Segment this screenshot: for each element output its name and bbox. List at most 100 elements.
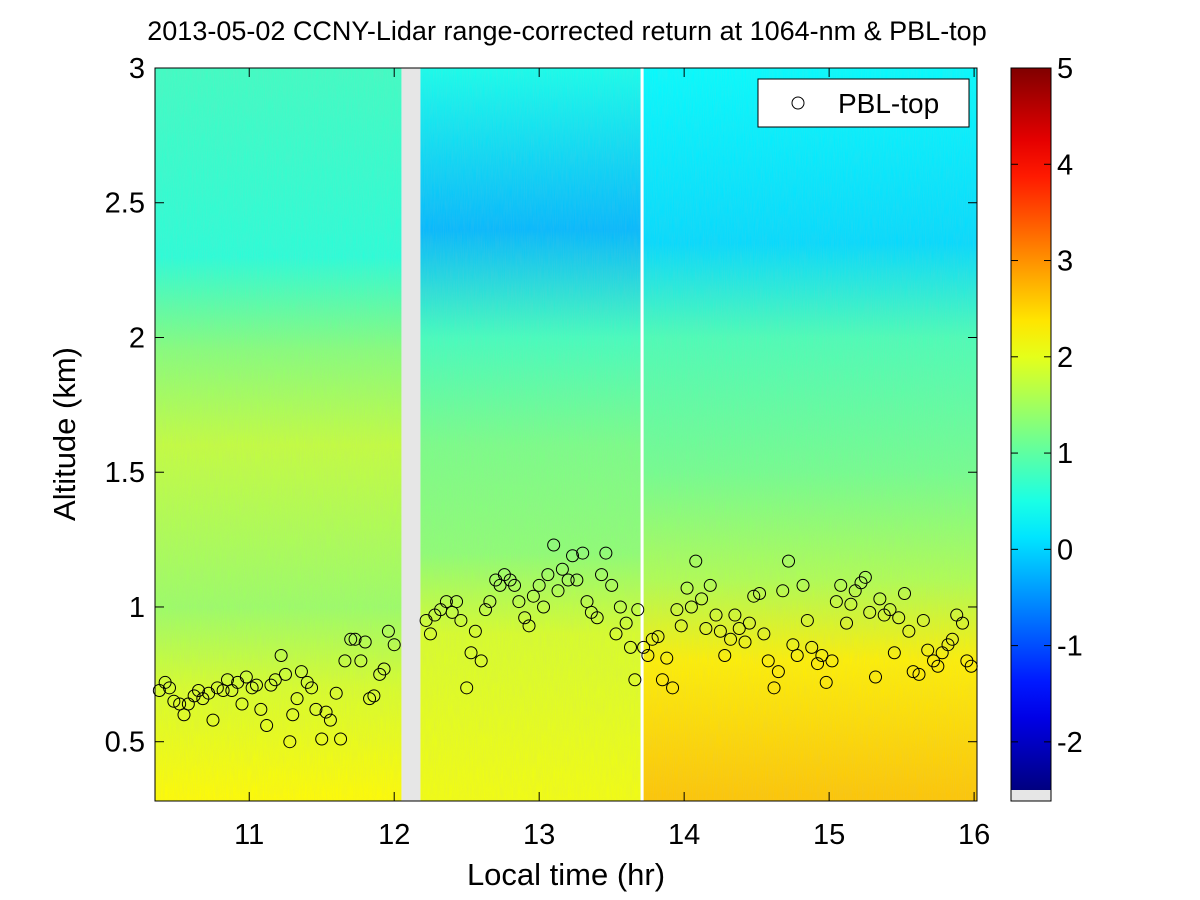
pbl-top-point <box>358 635 372 649</box>
colorbar: -2 -1 0 1 2 3 4 5 <box>1010 53 1083 802</box>
colorbar-frame <box>1010 67 1052 802</box>
colorbar-tick-label: 4 <box>1057 149 1073 181</box>
pbl-top-point <box>561 573 575 587</box>
pbl-top-point <box>595 568 609 582</box>
pbl-top-point <box>840 616 854 630</box>
legend-marker <box>791 96 805 110</box>
pbl-top-point <box>724 632 738 646</box>
pbl-top-point <box>869 670 883 684</box>
pbl-top-point <box>283 735 297 749</box>
pbl-top-point <box>892 611 906 625</box>
pbl-top-point <box>566 549 580 563</box>
pbl-top-point <box>757 627 771 641</box>
pbl-top-point <box>753 586 767 600</box>
pbl-top-point <box>305 681 319 695</box>
pbl-top-point <box>873 592 887 606</box>
pbl-top-point <box>245 681 259 695</box>
pbl-top-point <box>800 613 814 627</box>
colorbar-tick-label: 1 <box>1057 438 1073 470</box>
pbl-top-point <box>713 624 727 638</box>
pbl-top-point <box>825 654 839 668</box>
x-tick-label: 15 <box>813 819 845 851</box>
noise-texture <box>155 68 977 801</box>
pbl-top-point <box>570 573 584 587</box>
data-gap <box>640 68 644 801</box>
legend: PBL-top <box>757 78 970 128</box>
pbl-top-point <box>512 595 526 609</box>
pbl-top-point <box>641 648 655 662</box>
pbl-top-point <box>906 665 920 679</box>
pbl-top-point <box>319 705 333 719</box>
pbl-top-point <box>613 600 627 614</box>
pbl-top-point <box>254 702 268 716</box>
plot-area <box>155 68 977 801</box>
pbl-top-point <box>655 673 669 687</box>
pbl-top-point <box>645 632 659 646</box>
colorbar-tick-label: 3 <box>1057 246 1073 278</box>
pbl-top-point <box>315 732 329 746</box>
pbl-top-point <box>532 578 546 592</box>
pbl-top-point <box>776 584 790 598</box>
pbl-top-point <box>651 630 665 644</box>
y-tick-label: 3 <box>129 53 145 85</box>
x-tick-label: 12 <box>378 819 410 851</box>
pbl-top-markers <box>152 538 978 749</box>
pbl-top-point <box>945 632 959 646</box>
pbl-top-point <box>162 681 176 695</box>
pbl-top-point <box>628 673 642 687</box>
pbl-top-point <box>956 616 970 630</box>
pbl-top-point <box>829 595 843 609</box>
pbl-top-point <box>624 640 638 654</box>
pbl-top-point <box>680 581 694 595</box>
pbl-top-point <box>931 659 945 673</box>
data-gap <box>401 68 421 801</box>
pbl-top-point <box>819 675 833 689</box>
pbl-top-point <box>747 589 761 603</box>
pbl-top-point <box>439 595 453 609</box>
pbl-top-point <box>796 578 810 592</box>
pbl-top-point <box>286 708 300 722</box>
pbl-top-point <box>902 624 916 638</box>
pbl-top-point <box>167 694 181 708</box>
pbl-top-point <box>912 667 926 681</box>
pbl-top-point <box>260 719 274 733</box>
legend-label: PBL-top <box>838 88 939 119</box>
pbl-top-point <box>537 600 551 614</box>
pbl-top-point <box>699 622 713 636</box>
pbl-top-point <box>605 578 619 592</box>
pbl-top-point <box>695 592 709 606</box>
pbl-top-point <box>526 589 540 603</box>
pbl-top-point <box>363 692 377 706</box>
pbl-top-point <box>782 554 796 568</box>
pbl-top-point <box>703 578 717 592</box>
pbl-top-point <box>863 605 877 619</box>
chart-title: 2013-05-02 CCNY-Lidar range-corrected re… <box>147 16 986 46</box>
pbl-top-point <box>964 659 978 673</box>
pbl-top-point <box>674 619 688 633</box>
x-tick-label: 16 <box>958 819 990 851</box>
pbl-top-point <box>468 624 482 638</box>
pbl-top-point <box>590 611 604 625</box>
plot-frame <box>154 67 978 802</box>
colorbar-ramp <box>1011 68 1051 790</box>
pbl-top-point <box>742 616 756 630</box>
pbl-top-point <box>718 648 732 662</box>
pbl-top-point <box>732 622 746 636</box>
pbl-top-point <box>790 648 804 662</box>
pbl-top-point <box>460 681 474 695</box>
pbl-top-point <box>249 678 263 692</box>
x-axis: 11 12 13 14 15 16 <box>234 68 990 851</box>
pbl-top-point <box>599 546 613 560</box>
pbl-top-point <box>387 638 401 652</box>
pbl-top-point <box>670 603 684 617</box>
x-tick-label: 14 <box>668 819 700 851</box>
pbl-top-point <box>290 692 304 706</box>
pbl-top-point <box>354 654 368 668</box>
pbl-top-point <box>206 713 220 727</box>
pbl-top-point <box>805 640 819 654</box>
pbl-top-point <box>637 640 651 654</box>
pbl-top-point <box>666 681 680 695</box>
pbl-top-point <box>377 662 391 676</box>
pbl-top-point <box>309 702 323 716</box>
